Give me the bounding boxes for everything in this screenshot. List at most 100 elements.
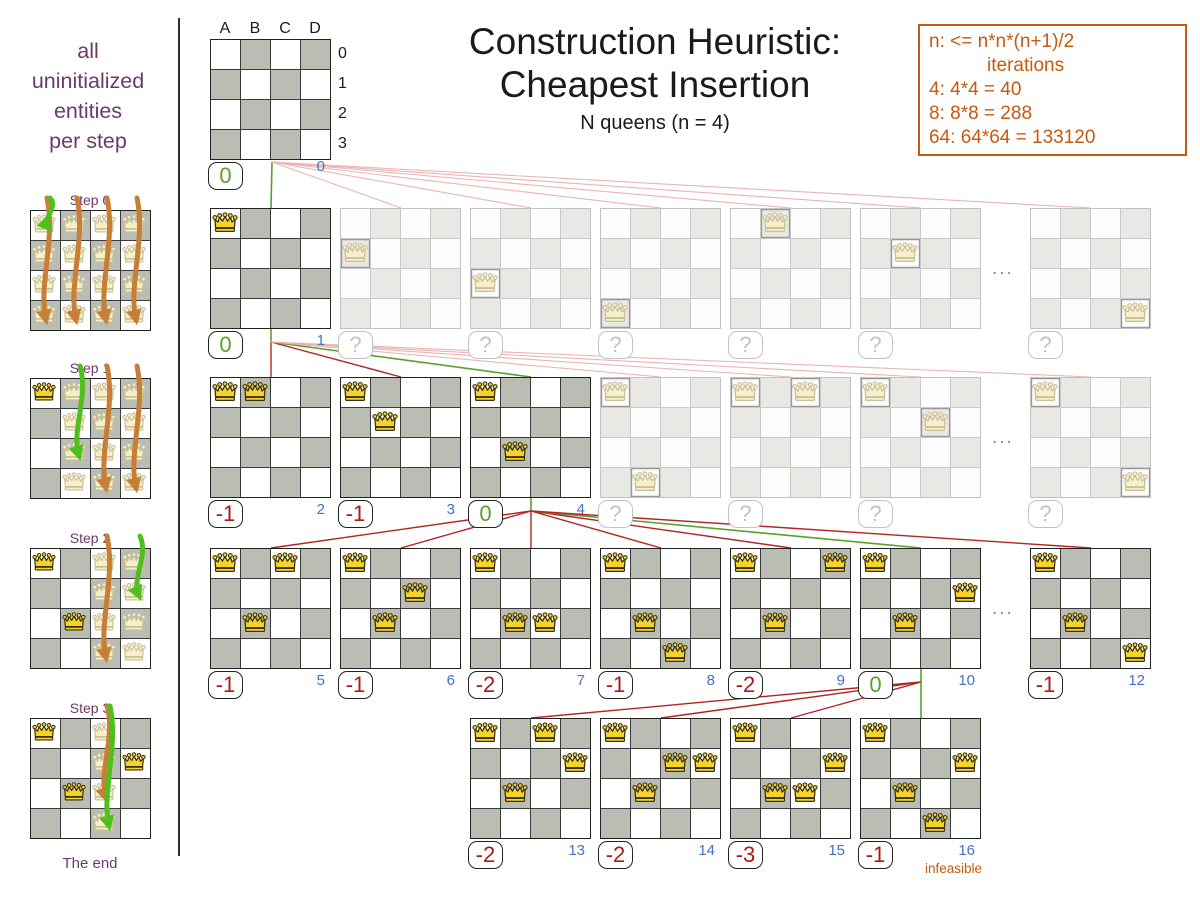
board-cell — [661, 719, 690, 748]
board-cell — [691, 609, 720, 638]
board-cell — [371, 609, 400, 638]
board-cell — [271, 408, 300, 437]
board-cell — [371, 209, 400, 238]
ellipsis: ... — [992, 598, 1014, 619]
board-cell — [951, 809, 980, 838]
intro-line: all — [77, 39, 99, 63]
board-cell — [601, 779, 630, 808]
mini-board — [30, 548, 151, 669]
board-cell — [271, 609, 300, 638]
board-cell — [211, 100, 240, 129]
board-cell — [31, 379, 60, 408]
board-cell — [1121, 378, 1150, 407]
board-cell — [861, 468, 890, 497]
chess-board — [340, 208, 461, 329]
board-cell — [561, 468, 590, 497]
board-cell — [691, 269, 720, 298]
row-label: 0 — [338, 45, 347, 62]
board-cell — [731, 749, 760, 778]
board-cell — [471, 209, 500, 238]
queen-icon — [242, 381, 268, 401]
score-badge: ? — [1028, 500, 1063, 528]
board-cell — [301, 639, 330, 668]
board-cell — [821, 408, 850, 437]
board-cell — [1061, 609, 1090, 638]
board-cell — [951, 639, 980, 668]
board-cell — [31, 409, 60, 438]
infeasible-label: infeasible — [924, 861, 982, 876]
board-cell — [531, 549, 560, 578]
board-cell — [761, 549, 790, 578]
board-cell — [1061, 269, 1090, 298]
board-cell — [531, 579, 560, 608]
board-cell — [791, 719, 820, 748]
board-cell — [791, 438, 820, 467]
score-badge: ? — [728, 331, 763, 359]
queen-icon — [472, 381, 498, 401]
queen-icon — [632, 471, 658, 491]
iteration-label: 4 — [576, 501, 585, 518]
board-cell — [601, 579, 630, 608]
column-arrow — [66, 195, 83, 326]
board-cell — [501, 209, 530, 238]
board-cell — [531, 378, 560, 407]
board-cell — [691, 408, 720, 437]
board-cell — [241, 130, 270, 159]
iteration-label: 14 — [698, 842, 715, 859]
queen-icon — [862, 722, 888, 742]
board-cell — [691, 438, 720, 467]
board-cell — [1091, 609, 1120, 638]
board-cell — [861, 749, 890, 778]
board-cell — [631, 549, 660, 578]
chess-board — [470, 548, 591, 669]
board-cell — [891, 639, 920, 668]
queen-icon — [502, 441, 528, 461]
info-line: iterations — [987, 55, 1065, 76]
board-cell — [921, 639, 950, 668]
board-cell — [791, 378, 820, 407]
board-cell — [861, 809, 890, 838]
intro-line: entities — [53, 99, 123, 123]
board-cell — [821, 468, 850, 497]
board-cell — [761, 269, 790, 298]
board-cell — [601, 719, 630, 748]
board-cell — [531, 209, 560, 238]
board-cell — [371, 438, 400, 467]
board-cell — [241, 408, 270, 437]
queen-icon — [122, 642, 146, 661]
queen-icon — [952, 752, 978, 772]
board-cell — [891, 408, 920, 437]
board-cell — [661, 408, 690, 437]
end-label: The end — [62, 855, 118, 872]
board-cell — [31, 549, 60, 578]
board-cell — [921, 438, 950, 467]
board-cell — [31, 749, 60, 778]
board-cell — [61, 809, 90, 838]
score-badge: ? — [1028, 331, 1063, 359]
board-cell — [501, 809, 530, 838]
board-cell — [691, 639, 720, 668]
board-cell — [1091, 299, 1120, 328]
board-cell — [61, 469, 90, 498]
queen-icon — [342, 552, 368, 572]
board-cell — [371, 639, 400, 668]
board-cell — [471, 549, 500, 578]
board-cell — [501, 609, 530, 638]
queen-icon — [502, 612, 528, 632]
board-cell — [431, 209, 460, 238]
board-cell — [1031, 299, 1060, 328]
score-badge: 0 — [858, 671, 893, 699]
page-title: Construction Heuristic: Cheapest Inserti… — [390, 20, 920, 106]
step-arrows — [96, 533, 146, 664]
board-cell — [471, 719, 500, 748]
ellipsis: ... — [992, 258, 1014, 279]
board-cell — [301, 408, 330, 437]
score-badge: -1 — [858, 841, 893, 869]
queen-icon — [32, 552, 56, 571]
board-cell — [661, 609, 690, 638]
board-cell — [661, 639, 690, 668]
board-cell — [501, 438, 530, 467]
board-cell — [631, 269, 660, 298]
board-cell — [951, 579, 980, 608]
board-cell — [1031, 468, 1060, 497]
